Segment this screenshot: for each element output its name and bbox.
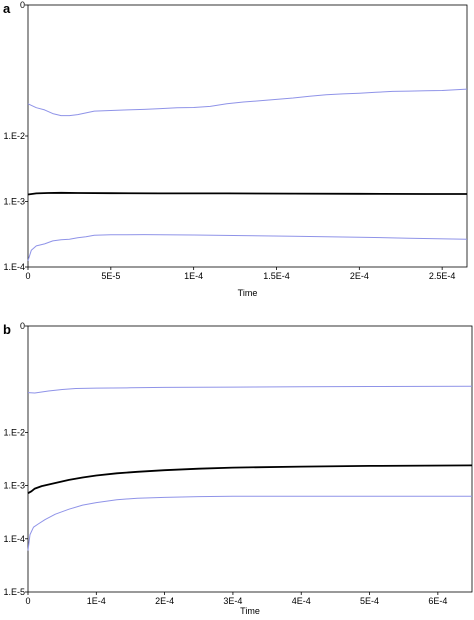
x-tick-label: 0 bbox=[25, 271, 30, 281]
x-tick-label: 1E-4 bbox=[184, 271, 203, 281]
x-tick-label: 2E-4 bbox=[155, 596, 174, 606]
x-tick-label: 1E-4 bbox=[87, 596, 106, 606]
y-tick-label: 1.E-3 bbox=[3, 197, 25, 207]
series-line-center bbox=[27, 464, 473, 494]
x-tick-label: 2.5E-4 bbox=[429, 271, 456, 281]
x-tick-label: 0 bbox=[25, 596, 30, 606]
x-tick-label: 2E-4 bbox=[350, 271, 369, 281]
series-line-bound bbox=[27, 495, 472, 551]
series-line-bound bbox=[27, 88, 468, 117]
y-tick-label: 1.E-2 bbox=[3, 427, 25, 437]
y-tick-label: 1.E-5 bbox=[3, 587, 25, 597]
plot-frame bbox=[27, 4, 468, 268]
y-tick-label: 1.E-4 bbox=[3, 262, 25, 272]
panel-label: a bbox=[3, 1, 11, 16]
x-tick-label: 3E-4 bbox=[223, 596, 242, 606]
y-tick-label: 1.E-2 bbox=[3, 131, 25, 141]
y-tick-label: 1.E-3 bbox=[3, 481, 25, 491]
x-axis-title: Time bbox=[238, 288, 258, 298]
series-line-bound bbox=[27, 234, 468, 261]
x-tick-label: 5E-4 bbox=[360, 596, 379, 606]
panel-label: b bbox=[3, 322, 11, 337]
plot-frame bbox=[27, 325, 473, 593]
y-tick-label: 0 bbox=[20, 0, 25, 10]
x-tick-label: 6E-4 bbox=[428, 596, 447, 606]
x-tick-label: 5E-5 bbox=[101, 271, 120, 281]
y-tick-label: 1.E-4 bbox=[3, 534, 25, 544]
y-tick-label: 0 bbox=[20, 321, 25, 331]
series-line-center bbox=[27, 191, 467, 196]
x-tick-label: 1.5E-4 bbox=[263, 271, 290, 281]
panel-b: b0 1E-4 2E-4 3E-4 4E-4 5E-4 6E-41.E-51.E-41.E-… bbox=[3, 321, 473, 616]
panel-a: a0 5E-5 1E-4 1.5E-4 2E-4 2.5E-41.E-41.E-31.E-… bbox=[3, 0, 468, 298]
series-line-bound bbox=[27, 385, 473, 394]
x-tick-label: 4E-4 bbox=[292, 596, 311, 606]
x-axis-title: Time bbox=[240, 606, 260, 616]
